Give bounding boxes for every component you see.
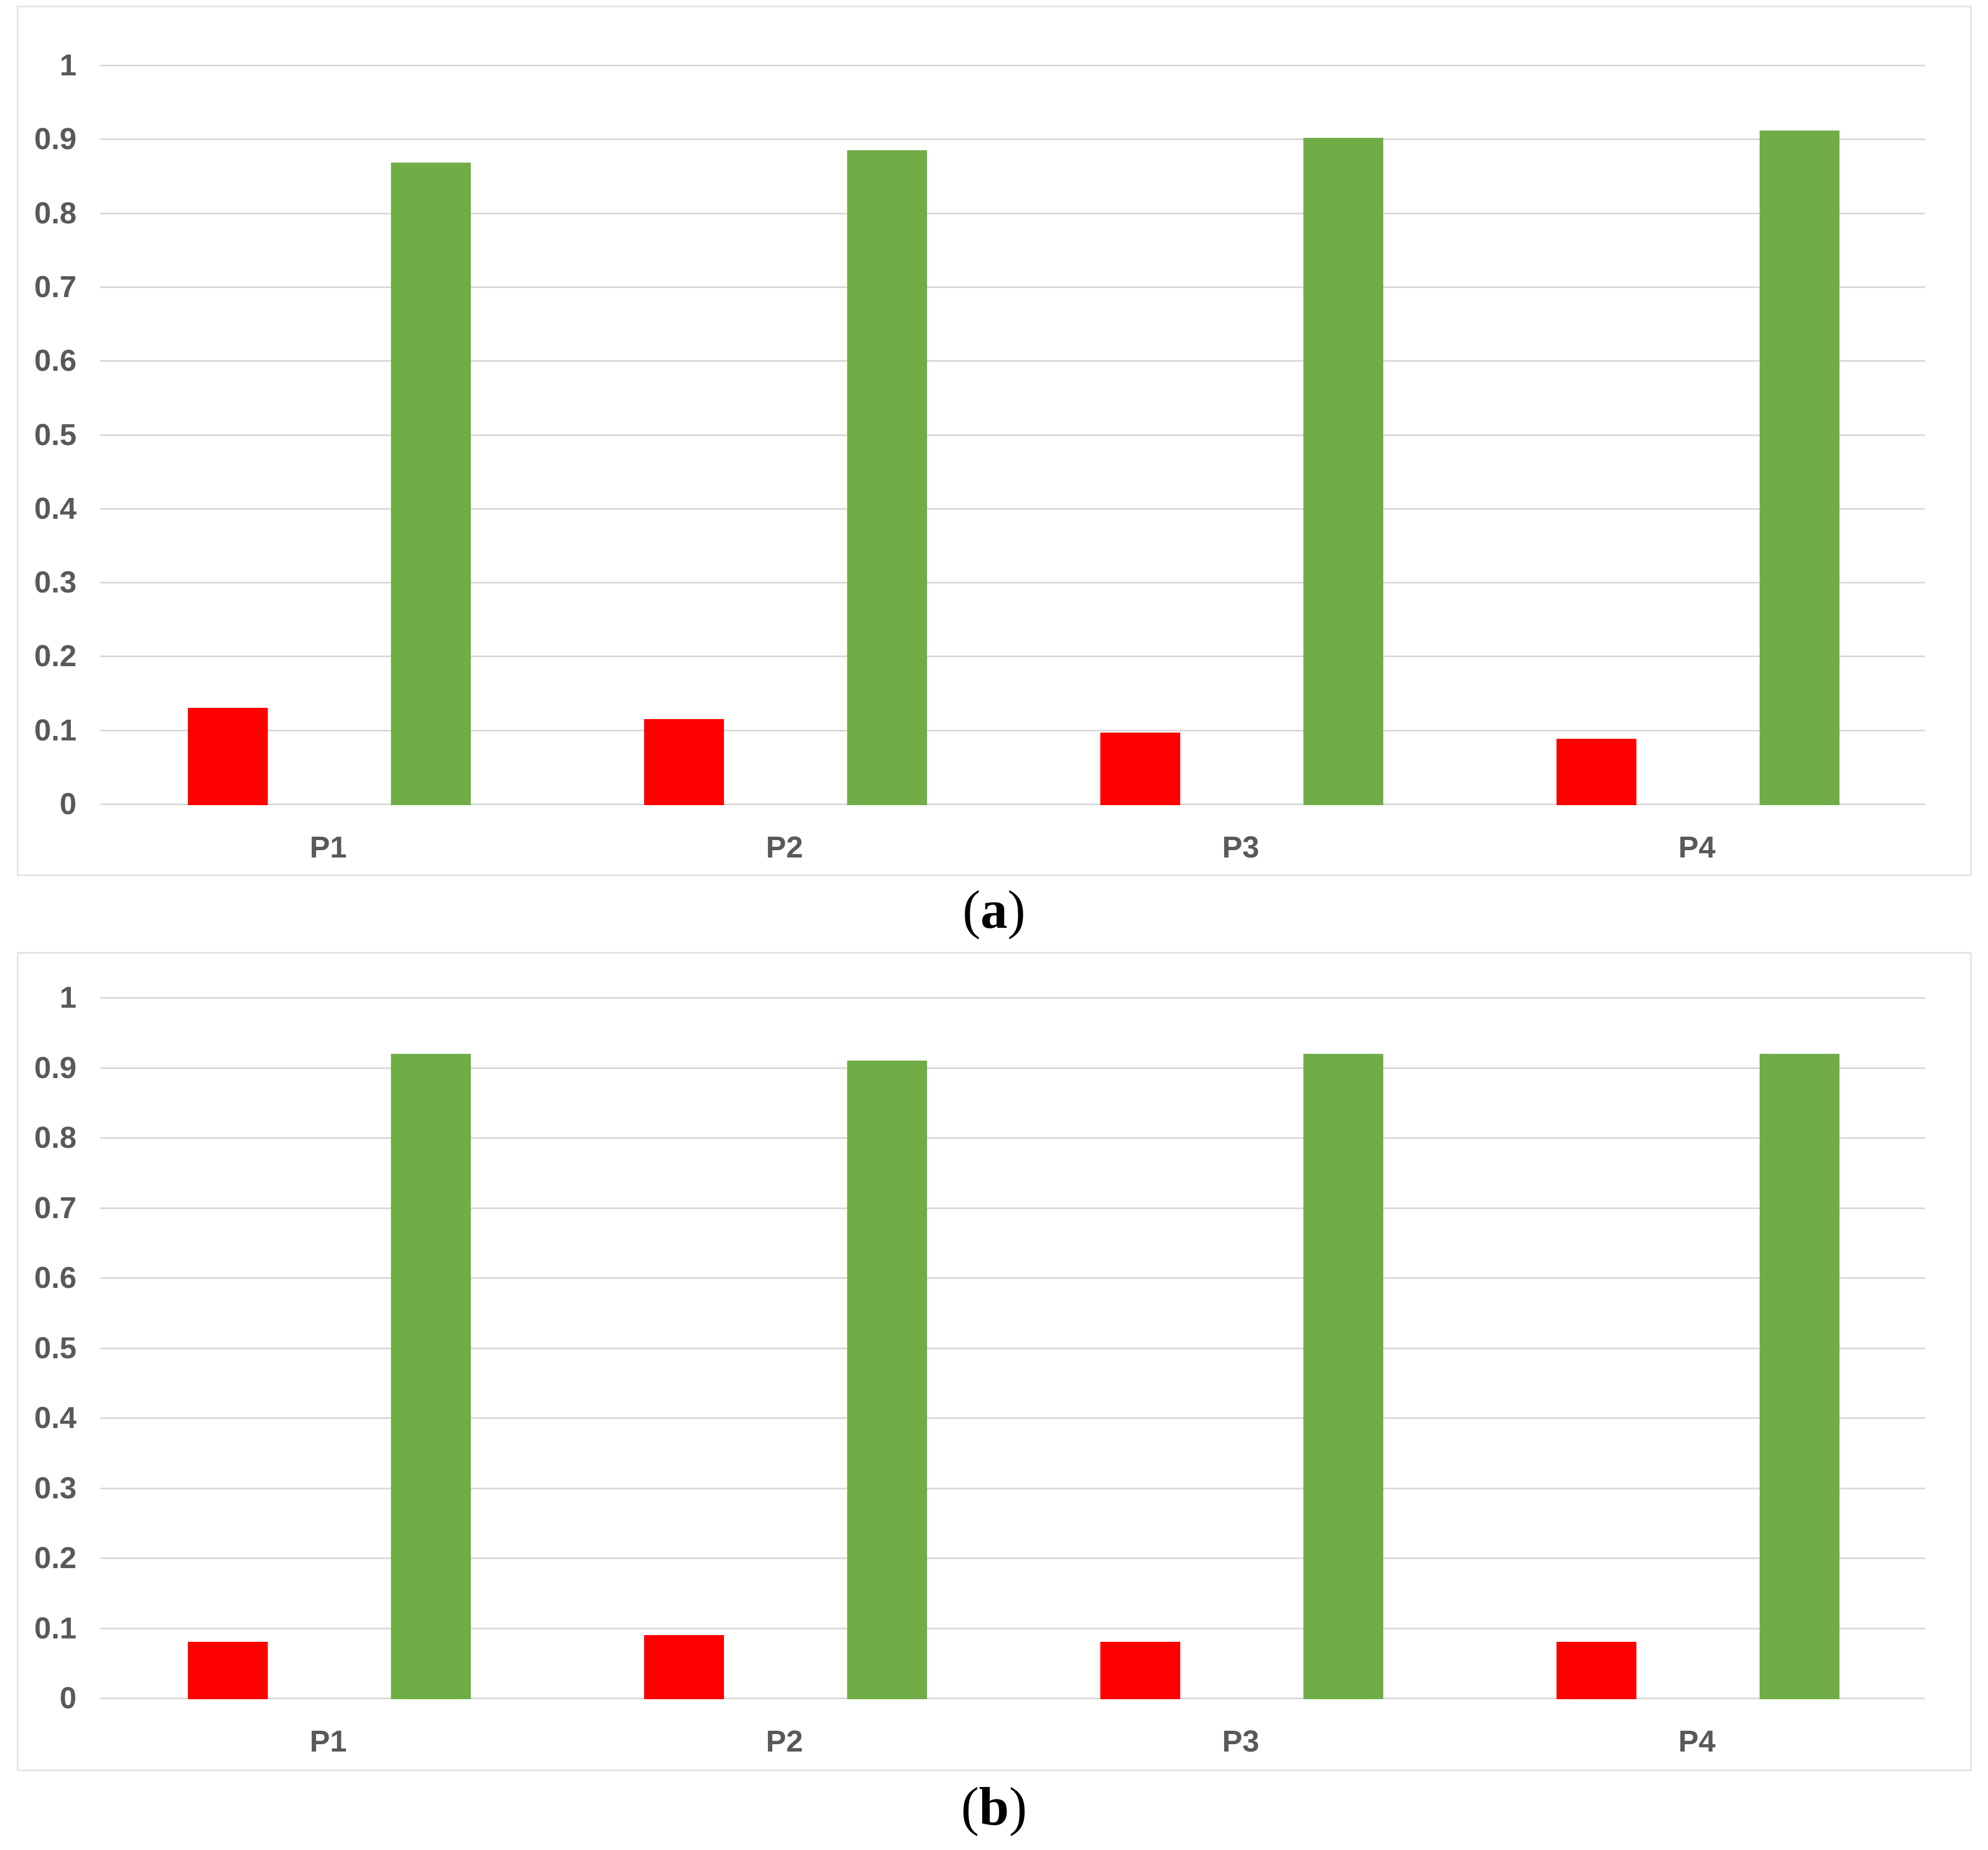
bar-green-P1 [391, 1054, 471, 1699]
gridline-0.5 [100, 1348, 1925, 1349]
gridline-0 [100, 803, 1925, 805]
x-category-label-P1: P1 [309, 830, 347, 864]
caption-a-letter: a [980, 879, 1008, 940]
bar-red-P4 [1557, 739, 1636, 805]
bar-red-P2 [644, 719, 724, 805]
bar-red-P2 [644, 1635, 724, 1699]
bar-green-P2 [847, 1061, 927, 1699]
x-category-label-P4: P4 [1678, 1725, 1716, 1758]
x-category-label-P4: P4 [1678, 830, 1716, 864]
y-tick-label-0: 0 [59, 1681, 77, 1715]
bar-red-P3 [1100, 733, 1180, 805]
gridline-0.9 [100, 138, 1925, 140]
chart-panel-b: 1 0.9 0.8 0.7 0.6 0.5 0.4 0.3 0.2 0.1 0 P1 P2 P3 P4 [17, 952, 1972, 1771]
y-tick-label-0.5: 0.5 [34, 418, 77, 452]
bar-green-P4 [1760, 131, 1839, 805]
gridline-0.6 [100, 1277, 1925, 1279]
gridline-0.4 [100, 508, 1925, 510]
y-tick-label-0.3: 0.3 [34, 1471, 77, 1505]
gridline-0.1 [100, 1628, 1925, 1629]
y-tick-label-0.5: 0.5 [34, 1331, 77, 1365]
x-category-label-P2: P2 [766, 830, 803, 864]
bar-red-P1 [188, 708, 268, 805]
chart-panel-a: 1 0.9 0.8 0.7 0.6 0.5 0.4 0.3 0.2 0.1 0 P1 P2 P3 P4 [17, 6, 1972, 876]
gridline-0.8 [100, 1137, 1925, 1139]
bar-green-P3 [1303, 1054, 1383, 1699]
y-tick-label-0.6: 0.6 [34, 344, 77, 378]
gridline-0.4 [100, 1417, 1925, 1419]
gridline-0.9 [100, 1067, 1925, 1069]
y-tick-label-0.1: 0.1 [34, 1611, 77, 1645]
y-tick-label-0: 0 [59, 787, 77, 821]
caption-a-open-paren: ( [962, 879, 980, 940]
figure-caption-a: (a) [0, 879, 1988, 949]
y-tick-label-0.8: 0.8 [34, 1121, 77, 1155]
y-tick-label-0.8: 0.8 [34, 196, 77, 230]
bar-green-P4 [1760, 1054, 1839, 1699]
gridline-0.2 [100, 655, 1925, 657]
y-tick-label-1: 1 [59, 48, 77, 82]
gridline-0.7 [100, 286, 1925, 288]
x-category-label-P1: P1 [309, 1725, 347, 1758]
caption-b-open-paren: ( [961, 1776, 979, 1836]
bar-red-P3 [1100, 1642, 1180, 1699]
y-tick-label-0.7: 0.7 [34, 1191, 77, 1225]
y-tick-label-0.6: 0.6 [34, 1261, 77, 1295]
x-category-label-P3: P3 [1222, 830, 1260, 864]
bar-green-P2 [847, 150, 927, 805]
y-tick-label-0.4: 0.4 [34, 492, 77, 526]
y-tick-label-1: 1 [59, 981, 77, 1014]
y-tick-label-0.2: 0.2 [34, 1541, 77, 1575]
bar-green-P1 [391, 163, 471, 805]
bar-red-P4 [1557, 1642, 1636, 1699]
gridline-0.6 [100, 360, 1925, 362]
gridline-1 [100, 997, 1925, 999]
y-tick-label-0.9: 0.9 [34, 122, 77, 156]
gridline-0.5 [100, 434, 1925, 436]
caption-a-close-paren: ) [1008, 879, 1026, 940]
x-category-label-P3: P3 [1222, 1725, 1260, 1758]
gridline-0.3 [100, 1488, 1925, 1489]
y-tick-label-0.7: 0.7 [34, 270, 77, 304]
gridline-1 [100, 65, 1925, 66]
caption-b-close-paren: ) [1009, 1776, 1027, 1836]
bar-green-P3 [1303, 138, 1383, 805]
gridline-0 [100, 1698, 1925, 1699]
caption-b-letter: b [979, 1776, 1009, 1836]
gridline-0.1 [100, 730, 1925, 731]
x-category-label-P2: P2 [766, 1725, 803, 1758]
y-tick-label-0.3: 0.3 [34, 565, 77, 599]
gridline-0.7 [100, 1207, 1925, 1209]
gridline-0.8 [100, 213, 1925, 214]
y-tick-label-0.1: 0.1 [34, 713, 77, 747]
figure-caption-b: (b) [0, 1776, 1988, 1846]
bar-red-P1 [188, 1642, 268, 1699]
y-tick-label-0.4: 0.4 [34, 1401, 77, 1435]
gridline-0.2 [100, 1557, 1925, 1559]
y-tick-label-0.9: 0.9 [34, 1051, 77, 1085]
gridline-0.3 [100, 582, 1925, 583]
y-tick-label-0.2: 0.2 [34, 639, 77, 673]
